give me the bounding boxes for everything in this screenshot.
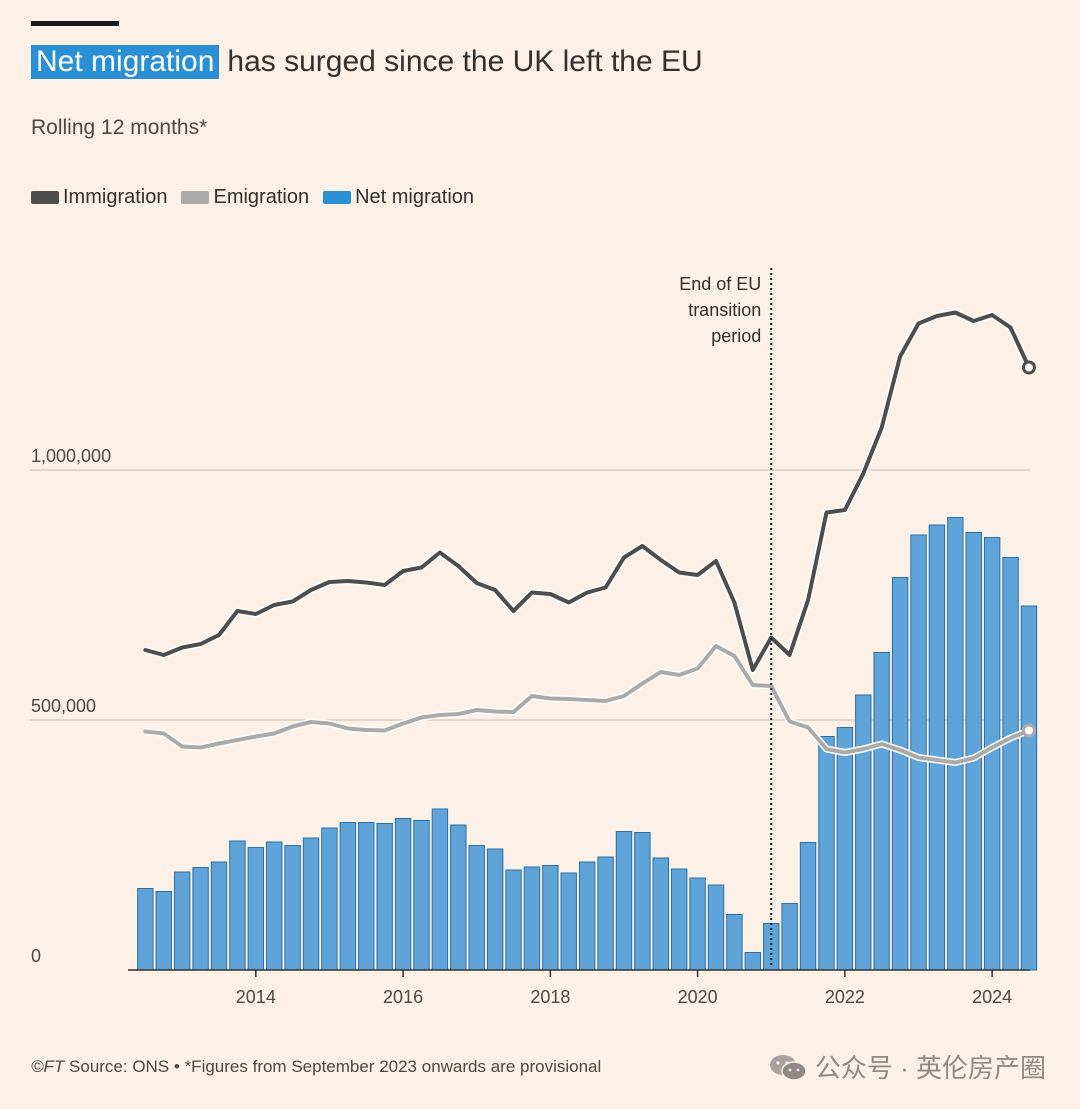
- title-rest: has surged since the UK left the EU: [227, 45, 703, 78]
- net-migration-bar: [284, 845, 301, 971]
- net-migration-bar: [505, 869, 522, 971]
- y-tick-label-2: 1,000,000: [31, 446, 111, 466]
- title-highlight: Net migration: [31, 45, 220, 79]
- net-migration-bar: [1020, 605, 1038, 971]
- chart-title: Net migration has surged since the UK lef…: [31, 40, 703, 84]
- x-tick-label-4: 2022: [825, 987, 865, 1007]
- legend: Immigration Emigration Net migration: [31, 186, 474, 209]
- net-migration-bar: [670, 868, 688, 971]
- footer-text: Source: ONS • *Figures from September 20…: [64, 1057, 602, 1076]
- net-migration-bar: [781, 903, 798, 971]
- net-migration-bar: [173, 871, 191, 971]
- x-tick-label-3: 2020: [678, 987, 718, 1007]
- x-tick-label-1: 2016: [383, 987, 423, 1007]
- net-migration-bar: [394, 818, 412, 971]
- emigration-line: [143, 644, 1031, 765]
- net-migration-bar: [431, 808, 449, 971]
- annotation-line-1: transition: [688, 300, 761, 320]
- legend-swatch-immigration: [31, 191, 59, 204]
- net-migration-bar: [137, 888, 154, 971]
- net-migration-bar: [210, 861, 228, 971]
- net-migration-bar: [486, 848, 504, 971]
- wechat-icon: [769, 1054, 807, 1081]
- net-migration-bar: [689, 877, 706, 971]
- net-migration-bar: [634, 832, 651, 971]
- legend-item-net-migration: Net migration: [323, 186, 474, 209]
- y-tick-label-0: 0: [31, 946, 41, 966]
- net-migration-bar: [855, 694, 872, 971]
- legend-label-emigration: Emigration: [213, 186, 310, 208]
- y-tick-label-1: 500,000: [31, 696, 96, 716]
- watermark-text: 公众号 · 英伦房产圈: [814, 1053, 1046, 1083]
- net-migration-bar: [726, 914, 743, 971]
- legend-item-immigration: Immigration: [31, 186, 167, 209]
- legend-item-emigration: Emigration: [181, 186, 309, 209]
- net-migration-bar: [339, 822, 357, 971]
- immigration-line: [143, 310, 1031, 672]
- net-migration-bar: [302, 837, 320, 971]
- net-migration-bar: [1002, 557, 1019, 971]
- legend-swatch-net-migration: [323, 191, 352, 204]
- legend-swatch-emigration: [181, 191, 210, 204]
- net-migration-bar: [192, 867, 209, 971]
- net-migration-bar: [707, 884, 725, 971]
- brand-rule: [31, 21, 119, 26]
- net-migration-bar: [376, 823, 393, 971]
- net-migration-bar: [873, 652, 890, 971]
- migration-chart: 0 500,000 1,000,000 2014 2016 2018 2020 2022 202…: [30, 268, 1038, 1007]
- net-migration-bar: [578, 861, 596, 971]
- net-migration-bar: [928, 524, 946, 971]
- net-migration-bar: [818, 736, 835, 971]
- net-migration-bar: [836, 727, 854, 971]
- annotation-line-2: period: [711, 326, 761, 346]
- watermark: 公众号 · 英伦房产圈: [769, 1048, 1046, 1085]
- immigration-line-endpoint: [1021, 360, 1036, 375]
- net-migration-bar: [468, 845, 485, 971]
- x-tick-label-2: 2018: [530, 987, 570, 1007]
- net-migration-bar: [321, 827, 338, 971]
- net-migration-bar: [247, 847, 265, 971]
- net-migration-bar: [744, 952, 762, 971]
- net-migration-bar: [947, 517, 964, 971]
- net-migration-bar: [266, 841, 283, 971]
- net-migration-bar: [523, 866, 541, 971]
- net-migration-bar: [799, 842, 817, 971]
- net-migration-bar: [597, 856, 614, 971]
- emigration-line-endpoint: [1021, 723, 1036, 738]
- net-migration-bar: [413, 820, 430, 971]
- legend-label-immigration: Immigration: [63, 186, 168, 208]
- annotation-line-0: End of EU: [679, 274, 761, 294]
- x-tick-label-5: 2024: [972, 987, 1012, 1007]
- footer-source: ©FT Source: ONS • *Figures from Septembe…: [31, 1057, 601, 1077]
- legend-label-net-migration: Net migration: [355, 186, 475, 208]
- x-tick-label-0: 2014: [236, 987, 276, 1007]
- net-migration-bar: [891, 577, 909, 971]
- net-migration-bar: [155, 891, 172, 971]
- net-migration-bar: [229, 840, 246, 971]
- net-migration-bar: [652, 857, 669, 971]
- footer-ft: ©FT: [31, 1057, 65, 1076]
- net-migration-bar: [542, 865, 559, 971]
- net-migration-bar: [560, 872, 577, 971]
- chart-subtitle: Rolling 12 months*: [31, 116, 208, 139]
- net-migration-bar: [450, 824, 467, 971]
- net-migration-bar: [615, 831, 633, 971]
- net-migration-bar: [358, 822, 375, 971]
